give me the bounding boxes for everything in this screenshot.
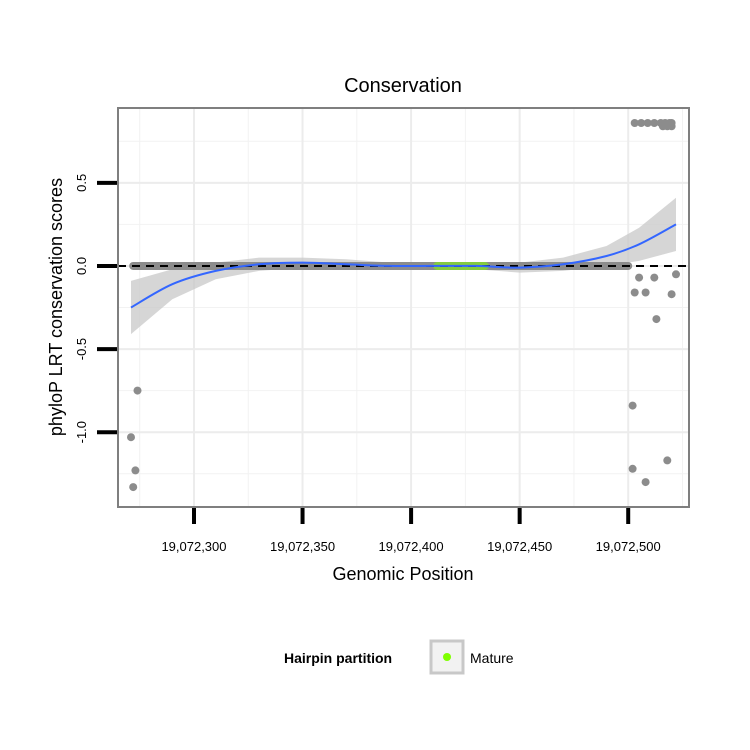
data-point-4 — [628, 464, 637, 473]
y-tick-label-3: -1.0 — [74, 421, 89, 443]
data-point-2 — [131, 466, 140, 475]
y-tick-label-2: -0.5 — [74, 338, 89, 360]
data-point-3 — [133, 386, 142, 395]
data-point-17 — [643, 119, 652, 127]
x-axis-title: Genomic Position — [332, 564, 473, 584]
trend-line — [130, 223, 677, 309]
legend-key-mature — [443, 653, 451, 661]
data-point-8 — [641, 478, 650, 487]
x-tick-label-0: 19,072,300 — [161, 539, 226, 554]
data-point-9 — [641, 288, 650, 297]
x-tick-label-4: 19,072,500 — [596, 539, 661, 554]
y-axis-title: phyloP LRT conservation scores — [46, 178, 66, 436]
data-point-7 — [635, 273, 644, 282]
data-point-16 — [637, 119, 646, 127]
trend-line-group — [130, 223, 677, 309]
data-point-10 — [650, 273, 659, 282]
data-point-15 — [630, 119, 639, 127]
data-point-12 — [663, 456, 672, 465]
scatter-points-group — [127, 119, 680, 492]
data-point-18 — [650, 119, 659, 127]
panel-border — [117, 107, 690, 508]
y-axis-ticks: 0.5 0.0 -0.5 -1.0 — [74, 174, 117, 443]
data-point-1 — [129, 483, 138, 492]
x-axis-ticks: 19,072,300 19,072,350 19,072,400 19,072,450… — [161, 508, 661, 554]
y-tick-label-0: 0.5 — [74, 174, 89, 192]
data-point-0 — [127, 433, 135, 442]
x-tick-label-3: 19,072,450 — [487, 539, 552, 554]
x-tick-label-1: 19,072,350 — [270, 539, 335, 554]
data-point-5 — [628, 401, 637, 410]
data-point-14 — [672, 270, 680, 279]
legend: Hairpin partition Mature — [284, 639, 514, 675]
y-tick-label-1: 0.0 — [74, 257, 89, 275]
data-point-25 — [667, 122, 676, 131]
data-point-6 — [630, 288, 639, 297]
chart-title: Conservation — [344, 75, 462, 97]
data-point-13 — [667, 290, 676, 299]
x-tick-label-2: 19,072,400 — [379, 539, 444, 554]
data-point-11 — [652, 315, 661, 324]
legend-label-mature: Mature — [470, 650, 514, 666]
legend-title: Hairpin partition — [284, 650, 392, 666]
